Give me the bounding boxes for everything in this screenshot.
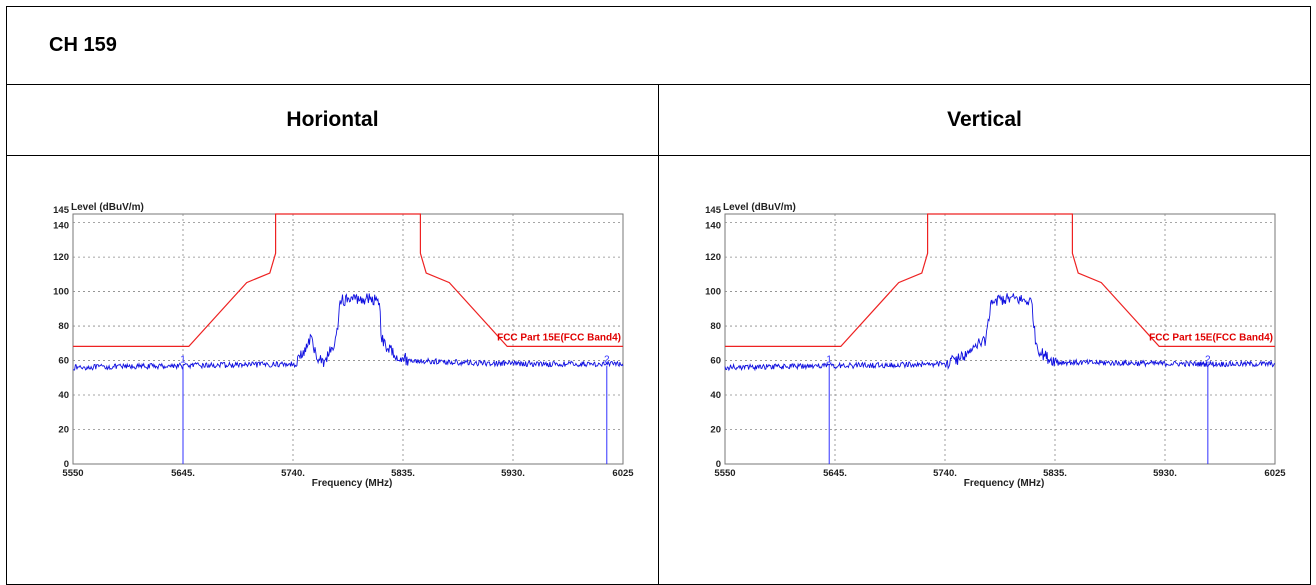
channel-title: CH 159 [6,6,1311,85]
y-tick-label: 40 [710,390,721,401]
limit-line [725,213,1275,347]
y-tick-label: 120 [53,252,69,263]
y-tick-label: 145 [53,205,70,216]
horizontal-emission-chart: 0 20 40 60 80 100 120 140 145 5550 5645. 5740. 5835.… [53,202,634,489]
vertical-plot-cell: 0 20 40 60 80 100 120 140 145 5550 5645. 5740. 5835.… [658,155,1311,585]
y-tick-label: 20 [710,425,721,436]
test-report-table: CH 159 Horiontal Vertical 0 20 40 60 80 100 12… [6,6,1311,585]
x-tick-label: 5550 [62,468,83,479]
x-tick-label: 5550 [714,468,735,479]
marker-label: 1 [180,355,186,366]
x-axis-label: Frequency (MHz) [312,478,393,489]
grid-lines [725,214,1275,464]
x-axis-label: Frequency (MHz) [964,478,1045,489]
y-tick-label: 140 [53,221,69,232]
y-tick-label: 20 [58,425,69,436]
horizontal-plot-cell: 0 20 40 60 80 100 120 140 145 5550 5645. 5740. 5835.… [6,155,659,585]
marker-label: 2 [604,355,610,366]
x-tick-label: 5930. [1153,468,1177,479]
limit-line [73,213,623,347]
y-tick-label: 60 [58,356,69,367]
marker-label: 1 [826,355,832,366]
grid-lines [73,214,623,464]
vertical-heading: Vertical [658,84,1311,156]
y-tick-label: 60 [710,356,721,367]
limit-line-label: FCC Part 15E(FCC Band4) [497,332,621,343]
limit-line-label: FCC Part 15E(FCC Band4) [1149,332,1273,343]
horizontal-heading: Horiontal [6,84,659,156]
x-tick-label: 6025 [612,468,634,479]
y-tick-label: 40 [58,390,69,401]
x-tick-label: 5740. [281,468,305,479]
marker-label: 2 [1205,355,1211,366]
plot-area [724,213,1276,465]
y-tick-label: 140 [705,221,721,232]
y-tick-label: 100 [53,287,69,298]
x-tick-label: 5645. [823,468,847,479]
y-axis-label: Level (dBuV/m) [723,202,796,213]
x-tick-label: 5645. [171,468,195,479]
y-tick-label: 80 [710,321,721,332]
y-tick-label: 120 [705,252,721,263]
y-tick-label: 100 [705,287,721,298]
vertical-emission-chart: 0 20 40 60 80 100 120 140 145 5550 5645. 5740. 5835.… [705,202,1286,489]
x-tick-label: 5930. [501,468,525,479]
y-tick-label: 0 [716,459,721,470]
emission-trace [72,293,624,371]
plot-area [72,213,624,465]
x-tick-label: 5835. [391,468,415,479]
x-tick-label: 5835. [1043,468,1067,479]
x-tick-label: 6025 [1264,468,1286,479]
y-axis-label: Level (dBuV/m) [71,202,144,213]
x-tick-label: 5740. [933,468,957,479]
y-tick-label: 80 [58,321,69,332]
emission-trace [724,293,1276,372]
y-tick-label: 145 [705,205,722,216]
y-tick-label: 0 [64,459,69,470]
